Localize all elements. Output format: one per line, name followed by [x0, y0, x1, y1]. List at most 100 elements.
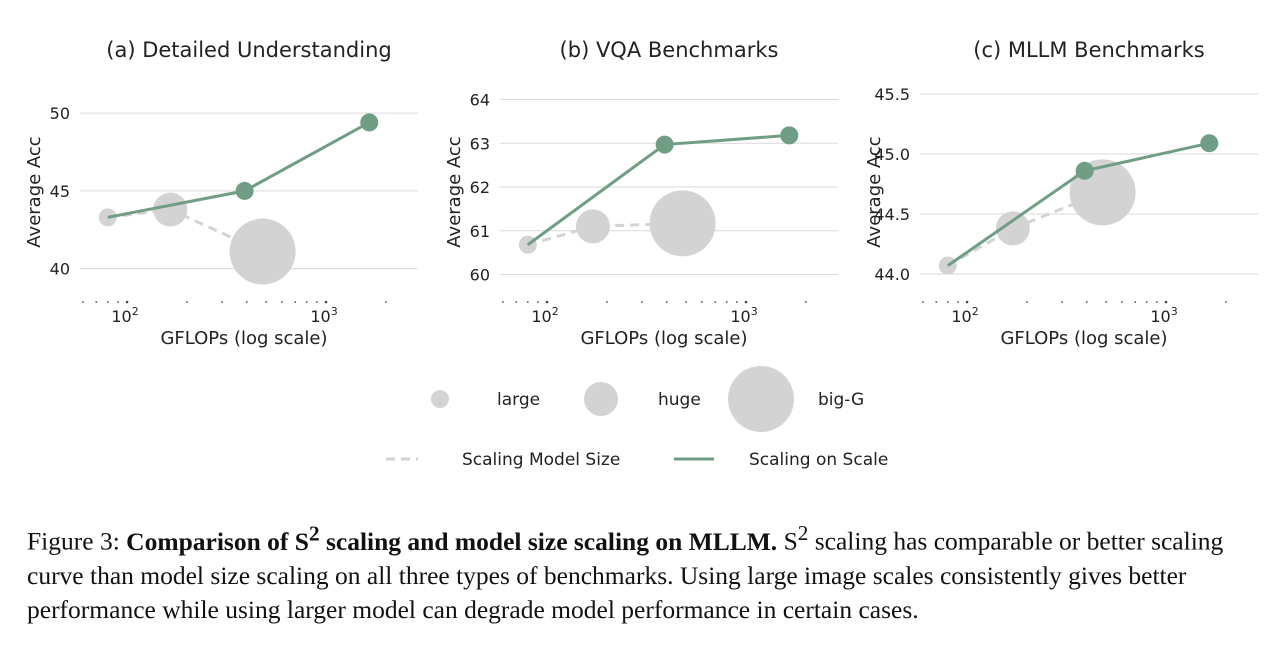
x-tick-mark: [305, 301, 308, 303]
x-axis-label: GFLOPs (log scale): [1000, 328, 1167, 349]
x-tick-mark: [221, 301, 223, 303]
x-tick-mark: [1224, 301, 1227, 303]
caption-prefix: Figure 3:: [27, 526, 127, 556]
chart-panel-1: (a) Detailed Understanding 40 45 50 102 103GF…: [24, 38, 418, 349]
x-tick-mark: [946, 301, 949, 303]
x-tick-label: 103: [310, 305, 337, 326]
x-tick-mark: [685, 301, 688, 303]
x-tick-label: 103: [1150, 305, 1177, 326]
scale-point: [1075, 161, 1094, 180]
y-tick-label: 44.5: [874, 205, 910, 224]
model-size-line: [947, 191, 1104, 267]
x-tick-mark: [294, 301, 297, 303]
y-tick-label: 45.5: [874, 85, 910, 104]
x-tick-mark: [537, 301, 539, 303]
x-tick-mark: [606, 301, 608, 303]
caption-title-start: Comparison of S: [126, 526, 309, 556]
x-tick-mark: [700, 301, 703, 303]
y-tick-label: 50: [50, 104, 70, 123]
x-tick-mark: [526, 301, 529, 303]
scale-line: [107, 121, 370, 219]
x-tick-mark: [316, 301, 318, 303]
x-tick-mark: [106, 301, 109, 303]
x-tick-label: 102: [111, 305, 138, 326]
x-axis-label: GFLOPs (log scale): [580, 328, 747, 349]
x-tick-mark: [736, 301, 738, 303]
x-tick-label: 102: [951, 305, 978, 326]
legend-label-large: large: [497, 390, 540, 410]
x-tick-mark: [641, 301, 643, 303]
y-tick-label: 45.0: [874, 145, 910, 164]
y-tick-label: 45: [50, 182, 70, 201]
y-tick-label: 44.0: [874, 265, 910, 284]
x-tick-mark: [95, 301, 98, 303]
x-tick-mark: [384, 301, 387, 303]
chart-panel-3: (c) MLLM Benchmarks 44.0 44.5 45.0 45.5 102 10…: [864, 38, 1258, 349]
y-tick-label: 60: [470, 266, 490, 285]
x-tick-mark: [117, 301, 119, 303]
caption-body-rest: scaling has comparable or better scaling…: [27, 526, 1224, 624]
x-tick-mark: [725, 301, 728, 303]
chart-title: (a) Detailed Understanding: [106, 38, 391, 62]
x-tick-mark: [324, 300, 328, 304]
x-tick-mark: [515, 301, 518, 303]
x-tick-mark: [280, 301, 283, 303]
x-tick-mark: [1134, 301, 1137, 303]
x-tick-mark: [1120, 301, 1123, 303]
legend-label-huge: huge: [658, 390, 701, 410]
x-tick-mark: [1085, 301, 1088, 303]
caption-body-start: S: [777, 526, 798, 556]
x-tick-mark: [935, 301, 938, 303]
x-tick-mark: [1026, 301, 1028, 303]
scale-point: [360, 113, 379, 132]
y-axis-label: Average Acc: [864, 136, 885, 247]
figure-caption: Figure 3: Comparison of S2 scaling and m…: [27, 516, 1267, 627]
x-tick-mark: [1105, 301, 1108, 303]
x-tick-mark: [245, 301, 248, 303]
x-tick-mark: [1164, 300, 1168, 304]
y-axis-label: Average Acc: [24, 136, 45, 247]
y-tick-label: 40: [50, 260, 70, 279]
y-axis-label: Average Acc: [444, 136, 465, 247]
x-tick-mark: [804, 301, 807, 303]
caption-title-sup: 2: [308, 521, 320, 545]
x-tick-mark: [1145, 301, 1148, 303]
x-axis-label: GFLOPs (log scale): [160, 328, 327, 349]
x-tick-label: 103: [730, 305, 757, 326]
x-tick-mark: [665, 301, 668, 303]
legend-marker-big-G: [728, 366, 794, 432]
x-tick-mark: [957, 301, 959, 303]
x-tick-mark: [125, 300, 129, 304]
x-tick-mark: [545, 300, 549, 304]
x-tick-mark: [1156, 301, 1158, 303]
x-tick-mark: [744, 300, 748, 304]
legend-marker-large: [431, 390, 449, 408]
legend-line-label-2: Scaling on Scale: [749, 450, 888, 470]
chart-title: (c) MLLM Benchmarks: [973, 38, 1204, 62]
chart-title: (b) VQA Benchmarks: [560, 38, 779, 62]
y-tick-label: 63: [470, 134, 490, 153]
x-tick-mark: [1061, 301, 1063, 303]
x-tick-mark: [714, 301, 717, 303]
scale-point: [655, 135, 674, 154]
caption-title: Comparison of S2 scaling and model size …: [126, 521, 777, 556]
y-tick-label: 61: [470, 222, 490, 241]
x-tick-label: 102: [531, 305, 558, 326]
caption-body-sup: 2: [797, 521, 809, 545]
legend: large huge big-G Scaling Model Size Scaling …: [386, 366, 888, 470]
x-tick-mark: [186, 301, 188, 303]
scale-point: [780, 126, 799, 145]
x-tick-mark: [922, 301, 924, 303]
x-tick-mark: [265, 301, 268, 303]
y-tick-label: 64: [470, 91, 490, 110]
chart-panel-2: (b) VQA Benchmarks 60 61 62 63 64 102 103GFLOPs…: [444, 38, 838, 349]
scale-point: [1200, 134, 1219, 153]
scale-point: [235, 181, 254, 200]
x-tick-mark: [502, 301, 504, 303]
model-size-point-big-G: [229, 218, 296, 285]
legend-line-label-1: Scaling Model Size: [462, 450, 620, 470]
x-tick-mark: [965, 300, 969, 304]
model-size-line: [527, 221, 683, 247]
x-tick-mark: [82, 301, 84, 303]
